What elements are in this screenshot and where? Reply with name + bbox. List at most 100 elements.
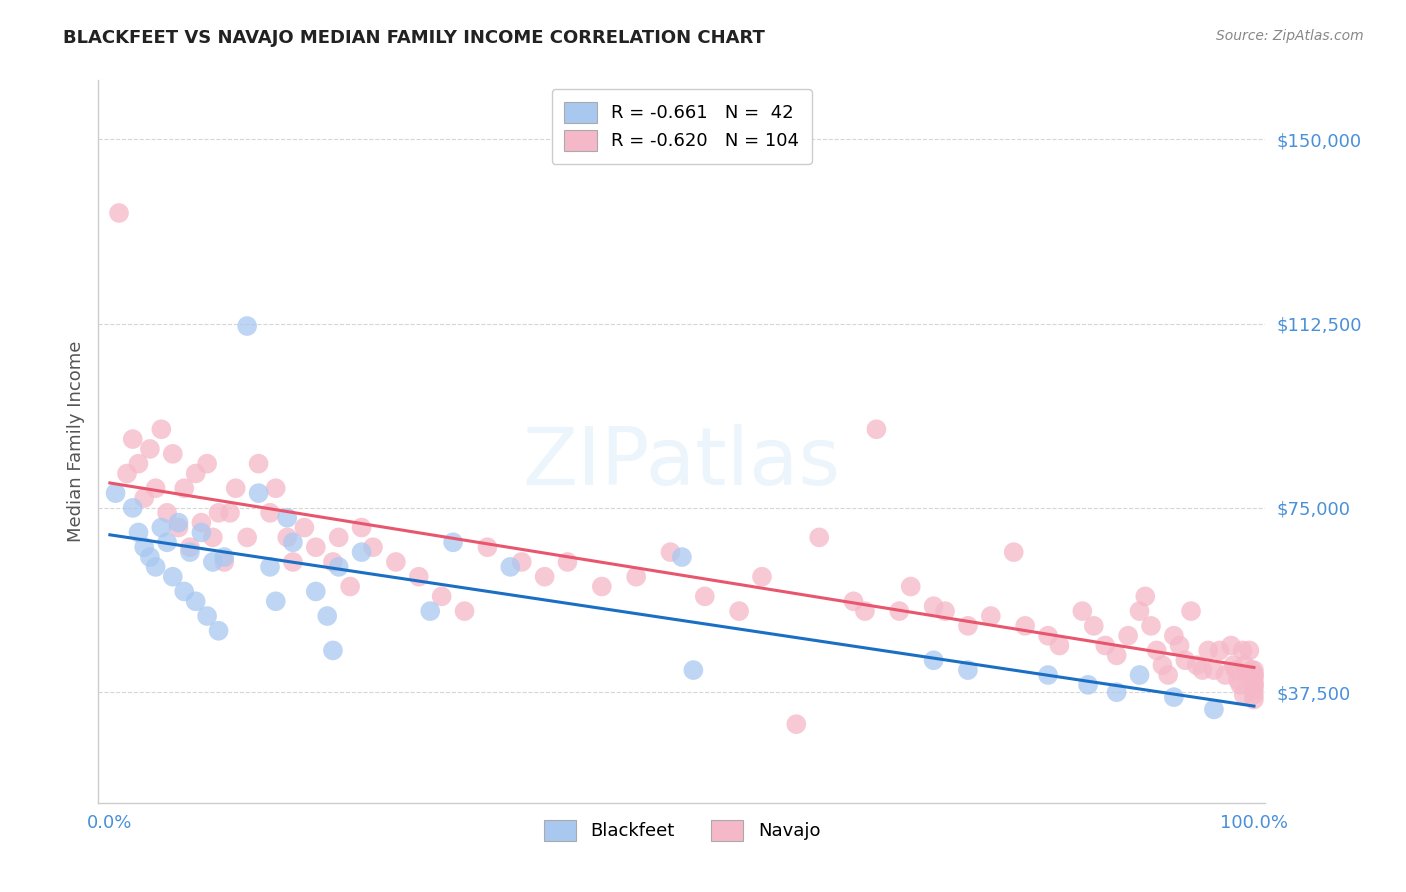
- Point: [150, 422, 173, 436]
- Point: [264, 481, 287, 495]
- Point: [1215, 668, 1237, 682]
- Point: [1191, 663, 1213, 677]
- Point: [1208, 643, 1230, 657]
- Point: [557, 555, 579, 569]
- Point: [1128, 668, 1150, 682]
- Point: [1240, 663, 1263, 677]
- Point: [499, 560, 522, 574]
- Point: [419, 604, 441, 618]
- Point: [361, 540, 384, 554]
- Point: [1243, 668, 1265, 682]
- Point: [236, 530, 259, 544]
- Point: [190, 525, 212, 540]
- Point: [322, 643, 344, 657]
- Point: [1243, 678, 1265, 692]
- Point: [1243, 678, 1265, 692]
- Point: [104, 486, 127, 500]
- Legend: Blackfeet, Navajo: Blackfeet, Navajo: [533, 809, 831, 852]
- Point: [316, 609, 339, 624]
- Point: [195, 609, 218, 624]
- Point: [236, 319, 259, 334]
- Point: [453, 604, 475, 618]
- Point: [108, 206, 131, 220]
- Point: [1236, 668, 1258, 682]
- Point: [1135, 590, 1157, 604]
- Point: [190, 516, 212, 530]
- Point: [350, 520, 373, 534]
- Point: [127, 525, 149, 540]
- Point: [1202, 702, 1225, 716]
- Point: [162, 570, 184, 584]
- Point: [1225, 663, 1247, 677]
- Point: [184, 594, 207, 608]
- Point: [922, 599, 945, 614]
- Point: [1105, 685, 1128, 699]
- Point: [264, 594, 287, 608]
- Point: [934, 604, 956, 618]
- Point: [167, 520, 190, 534]
- Point: [1094, 639, 1116, 653]
- Point: [430, 590, 453, 604]
- Point: [305, 584, 328, 599]
- Point: [162, 447, 184, 461]
- Point: [121, 500, 143, 515]
- Text: Source: ZipAtlas.com: Source: ZipAtlas.com: [1216, 29, 1364, 44]
- Text: BLACKFEET VS NAVAJO MEDIAN FAMILY INCOME CORRELATION CHART: BLACKFEET VS NAVAJO MEDIAN FAMILY INCOME…: [63, 29, 765, 47]
- Point: [167, 516, 190, 530]
- Point: [865, 422, 887, 436]
- Point: [1163, 690, 1185, 705]
- Point: [853, 604, 876, 618]
- Point: [1014, 619, 1036, 633]
- Point: [214, 555, 236, 569]
- Point: [785, 717, 807, 731]
- Point: [156, 506, 179, 520]
- Point: [510, 555, 533, 569]
- Point: [671, 549, 693, 564]
- Point: [956, 619, 979, 633]
- Point: [281, 555, 304, 569]
- Point: [150, 520, 173, 534]
- Point: [1185, 658, 1208, 673]
- Point: [276, 510, 298, 524]
- Point: [259, 560, 281, 574]
- Y-axis label: Median Family Income: Median Family Income: [66, 341, 84, 542]
- Point: [145, 560, 167, 574]
- Point: [956, 663, 979, 677]
- Point: [1105, 648, 1128, 663]
- Point: [1163, 629, 1185, 643]
- Point: [1036, 668, 1059, 682]
- Point: [247, 457, 270, 471]
- Point: [305, 540, 328, 554]
- Point: [339, 580, 361, 594]
- Point: [1071, 604, 1094, 618]
- Point: [201, 555, 224, 569]
- Point: [1232, 643, 1254, 657]
- Point: [1077, 678, 1099, 692]
- Point: [1174, 653, 1197, 667]
- Point: [1002, 545, 1025, 559]
- Point: [477, 540, 499, 554]
- Point: [682, 663, 704, 677]
- Point: [1222, 658, 1244, 673]
- Point: [1243, 692, 1265, 706]
- Point: [207, 506, 229, 520]
- Point: [184, 467, 207, 481]
- Point: [808, 530, 831, 544]
- Point: [751, 570, 773, 584]
- Point: [1243, 673, 1265, 687]
- Point: [134, 491, 156, 505]
- Point: [1168, 639, 1191, 653]
- Point: [693, 590, 716, 604]
- Point: [179, 540, 201, 554]
- Point: [139, 442, 162, 456]
- Point: [1202, 663, 1225, 677]
- Point: [385, 555, 408, 569]
- Point: [115, 467, 138, 481]
- Point: [173, 584, 195, 599]
- Text: ZIPatlas: ZIPatlas: [523, 425, 841, 502]
- Point: [659, 545, 682, 559]
- Point: [1152, 658, 1174, 673]
- Point: [328, 530, 350, 544]
- Point: [842, 594, 865, 608]
- Point: [1243, 682, 1265, 697]
